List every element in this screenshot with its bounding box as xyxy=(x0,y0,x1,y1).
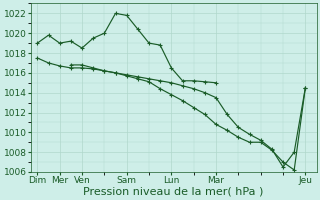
X-axis label: Pression niveau de la mer( hPa ): Pression niveau de la mer( hPa ) xyxy=(84,187,264,197)
